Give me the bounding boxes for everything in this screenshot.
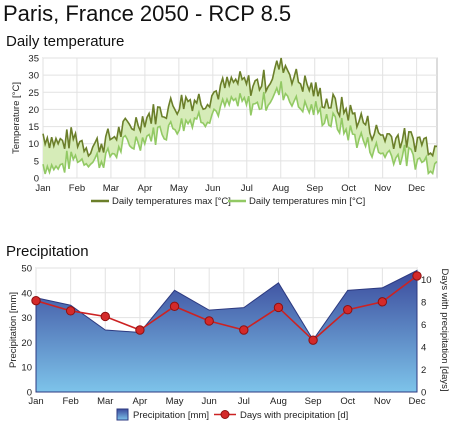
y-tick-label: 50 bbox=[21, 264, 32, 275]
temperature-range-fill bbox=[43, 58, 437, 174]
x-tick-label: Apr bbox=[137, 183, 152, 194]
x-tick-label: Jul bbox=[238, 396, 250, 407]
days-point bbox=[343, 305, 353, 315]
y2-tick-label: 10 bbox=[421, 275, 432, 286]
x-tick-label: Dec bbox=[408, 183, 425, 194]
x-tick-label: May bbox=[170, 183, 188, 194]
x-tick-label: Feb bbox=[62, 396, 78, 407]
y-tick-label: 40 bbox=[21, 288, 32, 299]
y-tick-label: 25 bbox=[28, 88, 39, 99]
days-point bbox=[239, 325, 249, 335]
days-point bbox=[204, 316, 214, 326]
x-tick-label: Jan bbox=[28, 396, 43, 407]
precipitation-chart-title: Precipitation bbox=[6, 243, 89, 260]
days-point bbox=[273, 302, 284, 313]
y-tick-label: 10 bbox=[28, 139, 39, 150]
series-line-min bbox=[42, 81, 438, 176]
x-tick-label: Aug bbox=[270, 396, 287, 407]
legend-label-max: Daily temperatures max [°C] bbox=[112, 196, 231, 207]
y2-tick-label: 2 bbox=[421, 365, 426, 376]
days-point bbox=[65, 306, 76, 316]
y-axis-label: Temperature [°C] bbox=[11, 82, 22, 154]
y2-tick-label: 8 bbox=[421, 297, 426, 308]
days-point bbox=[169, 301, 180, 312]
y-tick-label: 0 bbox=[34, 174, 39, 185]
series-line-max bbox=[42, 57, 438, 158]
x-tick-label: Mar bbox=[97, 396, 113, 407]
x-tick-label: Mar bbox=[103, 183, 119, 194]
days-point bbox=[377, 297, 388, 307]
x-tick-label: Oct bbox=[340, 396, 355, 407]
y-tick-label: 20 bbox=[21, 338, 32, 349]
y-tick-label: 15 bbox=[28, 122, 39, 133]
x-tick-label: May bbox=[166, 396, 184, 407]
days-point bbox=[135, 325, 145, 335]
days-point bbox=[31, 295, 41, 306]
x-tick-label: Dec bbox=[409, 396, 426, 407]
x-tick-label: Oct bbox=[341, 183, 356, 194]
legend-swatch-days-marker bbox=[220, 410, 230, 419]
y-tick-label: 30 bbox=[28, 71, 39, 82]
days-point bbox=[100, 311, 110, 322]
legend-swatch-precipitation bbox=[116, 408, 129, 421]
y-tick-label: 20 bbox=[28, 105, 39, 116]
y-tick-label: 35 bbox=[28, 54, 39, 65]
x-tick-label: Jun bbox=[205, 183, 220, 194]
x-tick-label: Jan bbox=[35, 183, 50, 194]
legend-label-min: Daily temperatures min [°C] bbox=[249, 196, 365, 207]
x-tick-label: Aug bbox=[272, 183, 289, 194]
days-point bbox=[308, 335, 318, 345]
days-point bbox=[412, 271, 422, 281]
y2-tick-label: 6 bbox=[421, 320, 426, 331]
days-line bbox=[35, 275, 418, 342]
x-tick-label: Feb bbox=[69, 183, 85, 194]
temperature-chart-title: Daily temperature bbox=[6, 33, 125, 50]
y2-tick-label: 0 bbox=[421, 388, 426, 399]
x-tick-label: Jun bbox=[202, 396, 217, 407]
x-tick-label: Apr bbox=[133, 396, 148, 407]
temperature-chart: 0 5 10 15 20 25 30 35 Jan Feb Mar Apr May Jun Jul Aug Se… bbox=[11, 54, 438, 207]
x-tick-label: Nov bbox=[374, 396, 391, 407]
legend-label-precipitation: Precipitation [mm] bbox=[133, 410, 209, 421]
x-tick-label: Jul bbox=[241, 183, 253, 194]
x-tick-label: Sep bbox=[305, 396, 322, 407]
y-tick-label: 5 bbox=[34, 156, 39, 167]
y2-axis-label: Days with precipitation [days] bbox=[439, 268, 450, 391]
precipitation-chart: 0 10 20 30 40 50 0 2 4 6 8 10 Jan Feb Mar Apr May Jun Jul A… bbox=[8, 264, 450, 422]
y2-tick-label: 4 bbox=[421, 342, 426, 353]
legend-label-days: Days with precipitation [d] bbox=[240, 410, 348, 421]
x-tick-label: Nov bbox=[374, 183, 391, 194]
y-tick-label: 10 bbox=[21, 363, 32, 374]
y-tick-label: 0 bbox=[27, 388, 32, 399]
y-axis-label: Precipitation [mm] bbox=[8, 292, 19, 368]
page-title: Paris, France 2050 - RCP 8.5 bbox=[3, 1, 292, 26]
y-tick-label: 30 bbox=[21, 313, 32, 324]
x-tick-label: Sep bbox=[306, 183, 323, 194]
